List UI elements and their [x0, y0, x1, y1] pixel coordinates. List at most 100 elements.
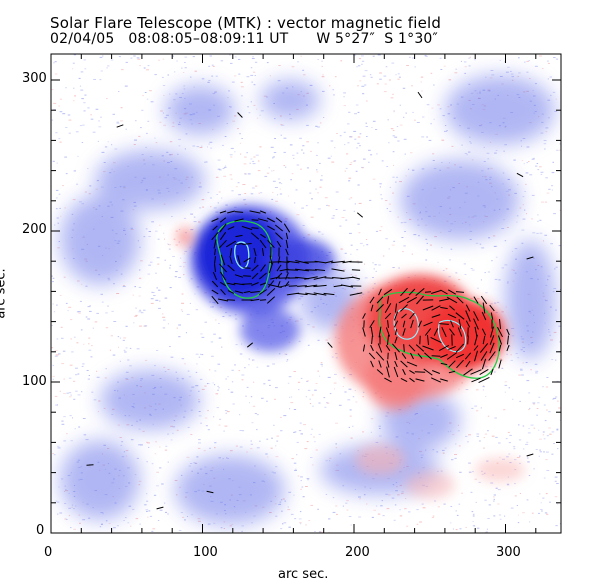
field-vector	[479, 368, 489, 376]
field-vector	[516, 172, 524, 178]
field-vector	[375, 351, 385, 361]
field-vector	[214, 248, 216, 256]
field-vector	[211, 231, 219, 241]
field-vector	[406, 361, 418, 367]
field-vector	[474, 326, 478, 338]
field-vector	[219, 271, 227, 281]
field-vector	[219, 223, 227, 233]
field-vector	[498, 344, 502, 352]
field-vector	[431, 355, 441, 357]
field-vector	[427, 334, 429, 346]
field-vector	[295, 268, 309, 272]
field-vector	[116, 124, 124, 128]
field-vector	[489, 304, 495, 312]
field-vector	[234, 218, 244, 222]
field-vector	[526, 256, 534, 260]
field-vector	[212, 225, 218, 231]
field-vector	[370, 360, 374, 368]
field-vector	[440, 362, 448, 366]
field-vector	[260, 233, 266, 239]
field-vector	[283, 223, 291, 233]
field-vector	[417, 353, 423, 359]
field-vector	[295, 260, 309, 264]
field-vector	[409, 377, 415, 383]
field-vector	[369, 296, 375, 304]
field-vector	[259, 299, 267, 301]
field-vector	[259, 272, 267, 280]
field-vector	[387, 320, 389, 328]
field-vector	[362, 344, 366, 352]
field-vector	[481, 358, 487, 370]
field-vector	[480, 351, 488, 361]
field-vector	[401, 353, 407, 359]
field-vector	[474, 350, 478, 362]
field-vector	[394, 336, 398, 344]
field-vector	[378, 326, 382, 338]
field-vector	[378, 360, 382, 368]
field-vector	[275, 232, 283, 240]
field-vector	[313, 292, 327, 296]
field-vector	[266, 296, 276, 304]
field-vector	[455, 353, 465, 359]
field-vector	[86, 464, 94, 466]
field-vector	[253, 247, 257, 257]
field-vector	[156, 506, 164, 510]
field-vector	[260, 264, 266, 272]
field-vector	[259, 289, 267, 295]
field-vector	[276, 264, 282, 272]
field-vector	[422, 305, 434, 311]
figure-subtitle: 02/04/05 08:08:05–08:09:11 UT W 5°27″ S …	[50, 31, 438, 47]
field-vector	[277, 256, 281, 264]
field-vector	[473, 311, 479, 321]
field-vector	[424, 352, 432, 360]
field-vector	[285, 248, 289, 256]
field-vector	[251, 264, 259, 272]
field-vector	[465, 360, 471, 368]
field-vector	[473, 318, 479, 330]
x-tick-label-300: 300	[496, 545, 521, 560]
field-vector	[478, 376, 490, 384]
field-vector	[393, 320, 399, 328]
field-vector	[267, 225, 275, 231]
x-tick-label-100: 100	[193, 545, 218, 560]
field-vector	[227, 210, 235, 214]
field-vector	[463, 368, 473, 376]
field-vector	[488, 351, 496, 361]
field-vector	[268, 262, 274, 274]
field-vector	[403, 344, 405, 352]
field-vector	[296, 292, 308, 296]
field-vector	[327, 342, 333, 348]
field-vector	[226, 299, 236, 301]
field-vector	[370, 304, 374, 312]
field-vector	[438, 344, 450, 352]
field-vector	[449, 305, 455, 311]
field-vector	[214, 263, 216, 273]
field-vector	[227, 290, 235, 294]
x-axis-label: arc sec.	[278, 567, 329, 582]
field-vector	[482, 302, 486, 314]
field-vector	[526, 453, 534, 457]
field-vector	[257, 218, 269, 222]
field-vector	[304, 276, 318, 280]
field-vector	[261, 248, 265, 256]
field-vector	[448, 360, 456, 368]
field-vector	[431, 290, 441, 294]
field-vector	[368, 352, 376, 360]
field-vector	[219, 263, 227, 273]
y-tick-label-300: 300	[22, 71, 47, 86]
field-vector	[219, 231, 227, 241]
field-vector	[394, 351, 398, 361]
field-vector	[464, 352, 472, 360]
field-vector	[458, 319, 462, 329]
field-vector	[212, 272, 218, 280]
field-vector	[297, 285, 307, 287]
field-vector	[433, 328, 439, 336]
field-vector	[440, 378, 448, 382]
field-vector	[286, 260, 300, 264]
field-vector	[250, 298, 260, 302]
field-vector	[217, 298, 229, 302]
field-vector	[229, 248, 233, 256]
field-vector	[418, 320, 422, 328]
field-vector	[449, 328, 455, 336]
field-vector	[259, 239, 267, 249]
